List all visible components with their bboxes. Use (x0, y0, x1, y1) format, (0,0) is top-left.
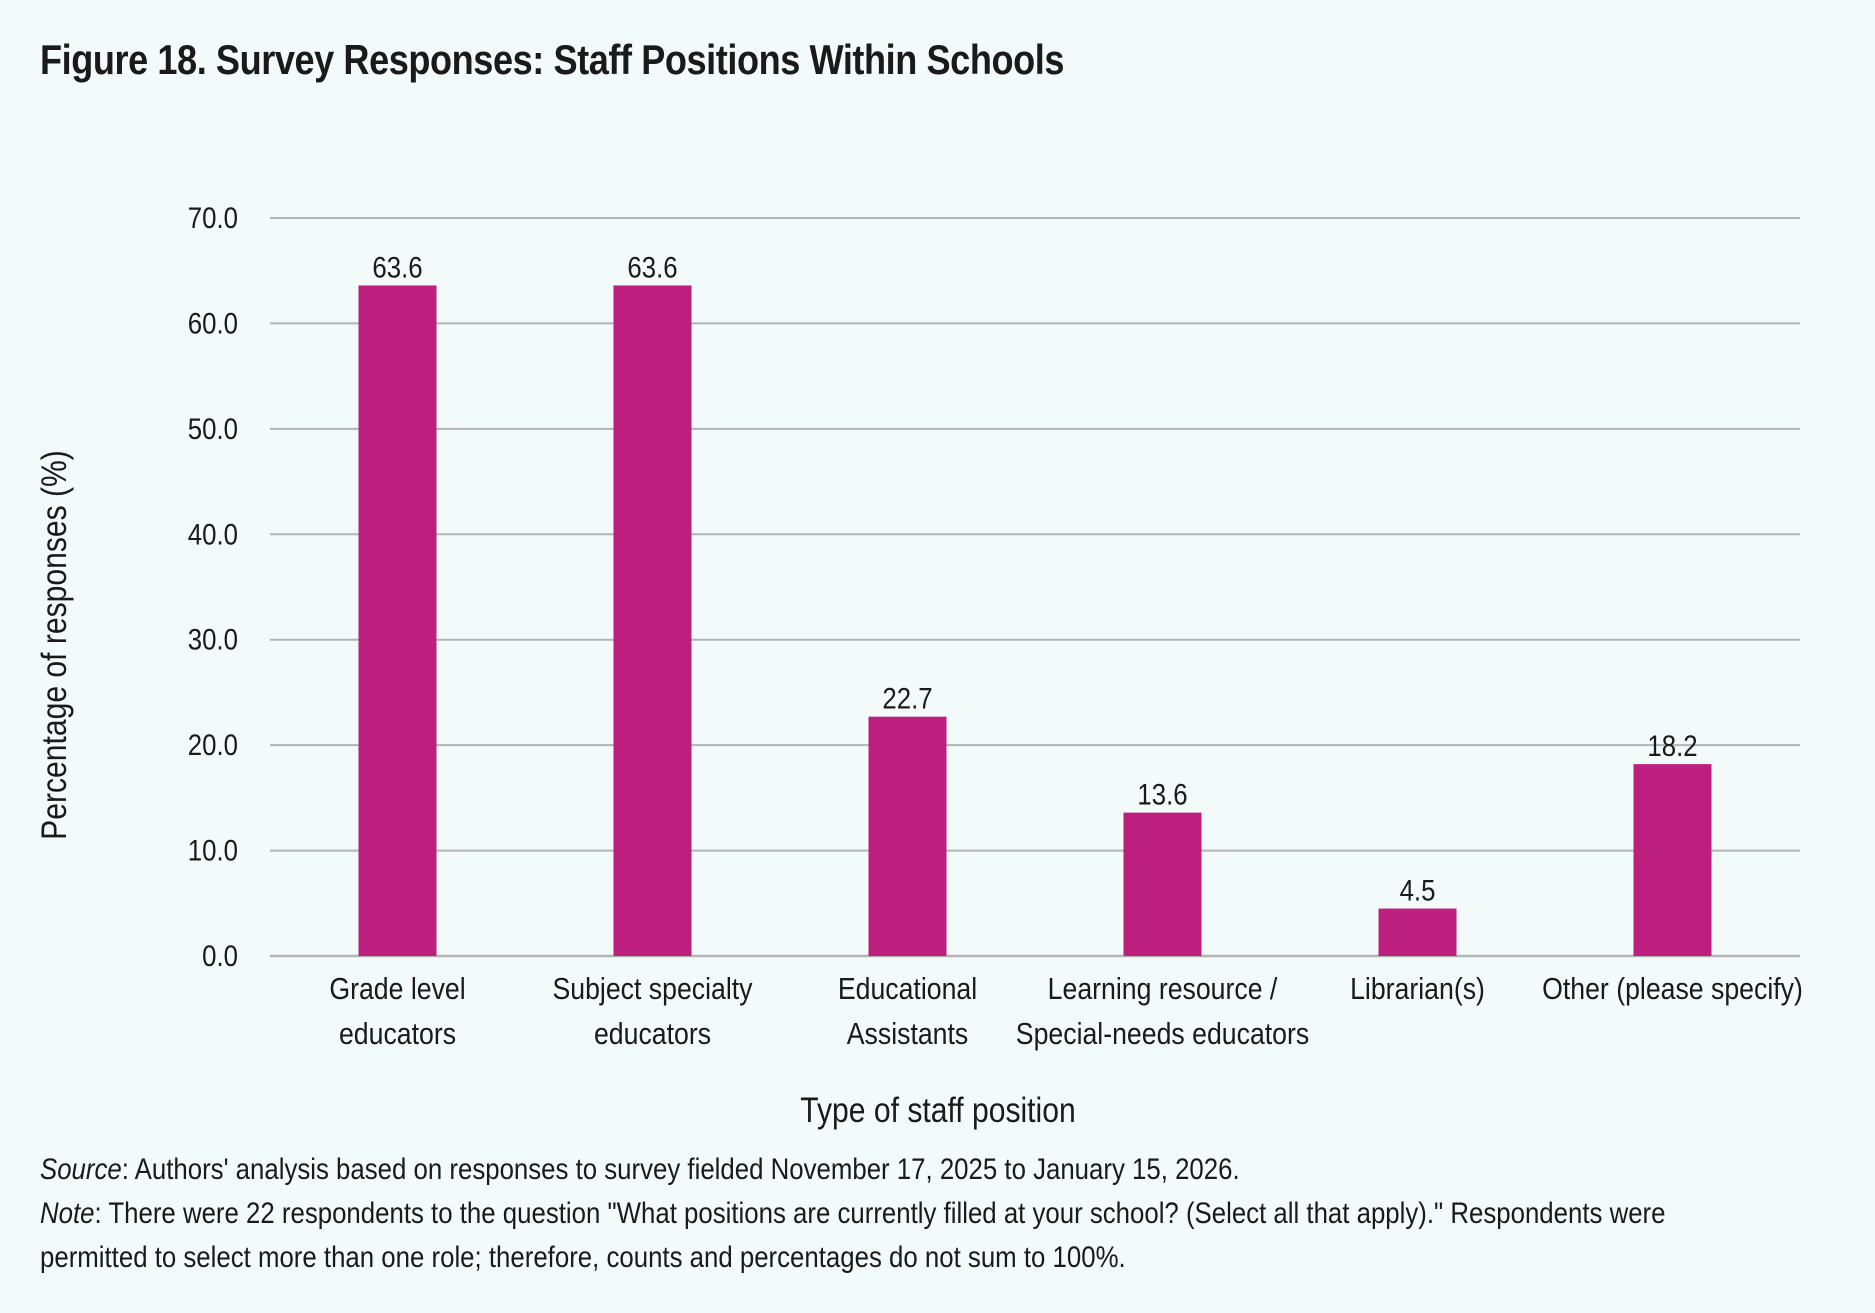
y-axis-title: Percentage of responses (%) (34, 450, 74, 840)
note-label: Note (40, 1197, 95, 1230)
bar-chart: 0.010.020.030.040.050.060.070.0 63.6 63.6… (34, 201, 1803, 1130)
bars (358, 285, 1712, 957)
bar (868, 716, 947, 956)
category-label: Grade level (329, 972, 465, 1006)
data-label: 63.6 (372, 251, 422, 284)
category-label: Special-needs educators (1016, 1017, 1309, 1051)
category-labels: Grade level educators Subject specialty edu… (329, 972, 1803, 1051)
y-tick-label: 60.0 (188, 307, 238, 340)
category-label: Subject specialty (552, 972, 753, 1006)
y-tick-label: 30.0 (188, 623, 238, 656)
note: Note: There were 22 respondents to the q… (40, 1192, 1760, 1236)
source-text: : Authors' analysis based on responses t… (121, 1153, 1240, 1186)
figure-notes: Source: Authors' analysis based on respo… (40, 1148, 1760, 1280)
source-note: Source: Authors' analysis based on respo… (40, 1148, 1760, 1192)
bar (1123, 812, 1202, 956)
y-tick-label: 50.0 (188, 412, 238, 445)
category-label: Learning resource / (1048, 972, 1279, 1006)
category-label: educators (594, 1017, 711, 1051)
bar (1378, 908, 1457, 956)
y-tick-label: 20.0 (188, 728, 238, 761)
bar (613, 285, 692, 957)
bar (1633, 764, 1712, 956)
data-label: 18.2 (1647, 729, 1697, 762)
data-label: 63.6 (627, 251, 677, 284)
y-tick-label: 40.0 (188, 517, 238, 550)
note-text-1: : There were 22 respondents to the quest… (94, 1197, 1666, 1230)
source-label: Source (40, 1153, 122, 1186)
category-label: Other (please specify) (1542, 972, 1803, 1006)
y-tick-label: 10.0 (188, 834, 238, 867)
x-axis-title: Type of staff position (800, 1090, 1075, 1130)
bar (358, 285, 437, 957)
data-labels: 63.6 63.6 22.7 13.6 4.5 18.2 (372, 251, 1697, 907)
y-tick-label: 0.0 (202, 939, 238, 972)
category-label: Educational (838, 972, 977, 1006)
note-continued: permitted to select more than one role; … (40, 1241, 1126, 1274)
category-label: Librarian(s) (1350, 972, 1485, 1006)
y-tick-label: 70.0 (188, 201, 238, 234)
figure-title: Figure 18. Survey Responses: Staff Posit… (40, 36, 1065, 83)
gridlines (270, 217, 1800, 958)
data-label: 13.6 (1137, 778, 1187, 811)
data-label: 4.5 (1400, 874, 1436, 907)
data-label: 22.7 (882, 682, 932, 715)
category-label: Assistants (847, 1017, 968, 1051)
category-label: educators (339, 1017, 456, 1051)
y-tick-labels: 0.0 10.0 20.0 30.0 40.0 50.0 60.0 70.0 (188, 201, 238, 972)
